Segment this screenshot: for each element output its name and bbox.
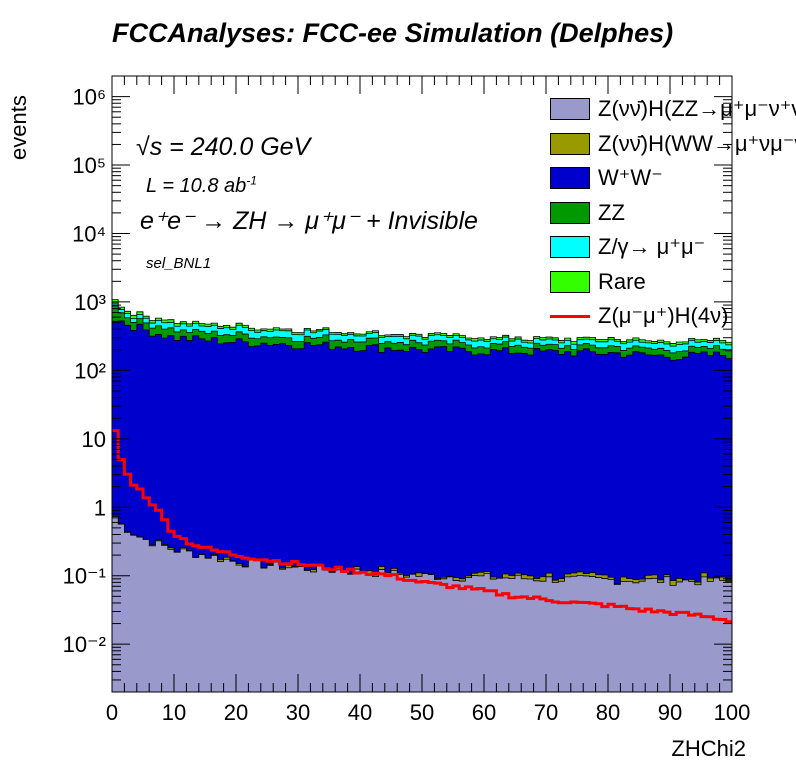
y-tick-label: 1 — [94, 495, 106, 520]
legend-label: W⁺W⁻ — [598, 165, 663, 190]
legend-item: Z(νν̄)H(WW→μ⁺νμ⁻ν̄) — [546, 127, 796, 162]
legend-label: Z(μ⁻μ⁺)H(4ν) — [598, 303, 729, 328]
signal-line — [112, 429, 732, 624]
x-tick-label: 90 — [658, 700, 682, 725]
legend-item: Z(μ⁻μ⁺)H(4ν) — [546, 299, 796, 334]
legend-line-swatch — [550, 315, 590, 318]
legend-label: Z(νν̄)H(ZZ→μ⁺μ⁻ν⁺ν⁻) — [598, 96, 796, 121]
legend-item: W⁺W⁻ — [546, 161, 796, 196]
legend-item: Rare — [546, 265, 796, 300]
x-tick-label: 50 — [410, 700, 434, 725]
x-axis-label: ZHChi2 — [671, 736, 746, 761]
process-annotation: e⁺e⁻ → ZH → μ⁺μ⁻ + Invisible — [140, 207, 478, 235]
y-tick-label: 10² — [74, 358, 106, 383]
x-tick-label: 80 — [596, 700, 620, 725]
legend-swatch — [550, 236, 590, 258]
legend-swatch — [550, 201, 590, 224]
y-tick-label: 10⁴ — [72, 221, 106, 246]
x-tick-label: 40 — [348, 700, 372, 725]
y-tick-label: 10⁻¹ — [63, 564, 106, 589]
x-tick-label: 20 — [224, 700, 248, 725]
legend-swatch — [550, 270, 590, 293]
x-tick-label: 60 — [472, 700, 496, 725]
plot-area — [111, 299, 733, 693]
legend-swatch — [550, 98, 590, 120]
chart-title: FCCAnalyses: FCC-ee Simulation (Delphes) — [112, 18, 674, 48]
legend-item: Z(νν̄)H(ZZ→μ⁺μ⁻ν⁺ν⁻) — [546, 92, 796, 127]
legend-label: ZZ — [598, 199, 625, 225]
y-tick-label: 10³ — [74, 290, 106, 315]
legend-item: Z/γ→ μ⁺μ⁻ — [546, 230, 796, 265]
series-area-0 — [111, 516, 733, 693]
legend-label: Z/γ→ μ⁺μ⁻ — [598, 234, 706, 259]
y-tick-label: 10 — [82, 427, 106, 452]
y-axis-label: events — [6, 95, 31, 160]
x-tick-label: 10 — [162, 700, 186, 725]
legend-swatch — [550, 132, 590, 155]
luminosity-annotation: L = 10.8 ab-1 — [146, 173, 257, 198]
x-tick-label: 100 — [714, 700, 751, 725]
legend: Z(νν̄)H(ZZ→μ⁺μ⁻ν⁺ν⁻) Z(νν̄)H(WW→μ⁺νμ⁻ν̄) W… — [546, 92, 796, 334]
energy-annotation: √s = 240.0 GeV — [136, 133, 311, 161]
legend-item: ZZ — [546, 196, 796, 231]
y-tick-label: 10⁻² — [63, 632, 106, 657]
x-tick-label: 70 — [534, 700, 558, 725]
y-tick-label: 10⁵ — [72, 153, 106, 178]
legend-label: Rare — [598, 268, 646, 294]
x-tick-label: 0 — [106, 700, 118, 725]
luminosity-exponent: -1 — [246, 173, 257, 188]
legend-swatch — [550, 167, 590, 189]
axes: 0 10 20 30 40 50 60 70 80 90 100 10⁻² 10⁻¹ 1 10 10² 10³ 1… — [63, 75, 751, 725]
selection-annotation: sel_BNL1 — [146, 255, 212, 272]
y-tick-label: 10⁶ — [72, 85, 106, 110]
luminosity-text: L = 10.8 ab — [146, 175, 247, 197]
legend-label: Z(νν̄)H(WW→μ⁺νμ⁻ν̄) — [598, 130, 796, 156]
x-tick-label: 30 — [286, 700, 310, 725]
